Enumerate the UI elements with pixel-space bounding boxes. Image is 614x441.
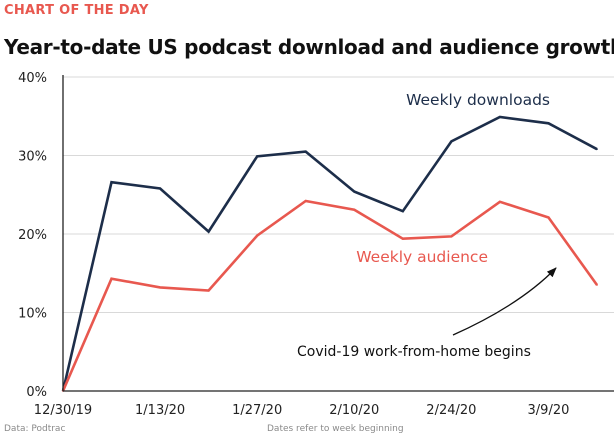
data-point-audience	[207, 289, 210, 292]
data-point-audience	[547, 216, 550, 219]
x-tick-label: 1/27/20	[232, 403, 282, 418]
data-point-audience	[256, 234, 258, 237]
y-tick-label: 40%	[18, 71, 47, 86]
data-point-audience	[304, 200, 307, 202]
x-tick-label: 2/10/20	[329, 403, 379, 418]
data-point-audience	[353, 208, 356, 211]
y-tick-label: 30%	[18, 150, 47, 165]
data-point-downloads	[353, 190, 356, 193]
axes: 0% 10% 20% 30% 40% 12/30/19 1/13/20 1/27/20 2/10…	[18, 71, 614, 418]
x-tick-label: 3/9/20	[528, 403, 570, 418]
x-tick-label: 2/24/20	[426, 403, 476, 418]
data-point-downloads	[596, 148, 598, 151]
data-point-downloads	[207, 230, 210, 233]
x-tick-label: 1/13/20	[135, 403, 185, 418]
data-point-audience	[499, 201, 501, 203]
data-point-audience	[402, 237, 404, 240]
data-point-downloads	[402, 210, 404, 213]
label-weekly-audience: Weekly audience	[356, 248, 488, 266]
date-note: Dates refer to week beginning	[267, 424, 404, 434]
data-point-downloads	[159, 187, 161, 190]
data-point-audience	[450, 235, 453, 238]
data-point-downloads	[450, 140, 453, 143]
data-point-downloads	[110, 181, 113, 183]
label-weekly-downloads: Weekly downloads	[406, 91, 550, 109]
x-tick-label: 12/30/19	[34, 403, 92, 418]
data-point-audience	[159, 286, 161, 289]
gridlines	[63, 76, 614, 313]
kicker-label: CHART OF THE DAY	[4, 3, 149, 18]
series-line-audience	[61, 199, 599, 392]
data-point-audience	[110, 277, 113, 280]
y-tick-label: 0%	[26, 385, 47, 400]
series-lines	[61, 115, 599, 392]
data-point-downloads	[256, 155, 258, 158]
y-tick-label: 10%	[18, 307, 47, 322]
data-point-audience	[596, 284, 598, 286]
data-point-downloads	[547, 122, 550, 125]
y-tick-label: 20%	[18, 228, 47, 243]
annotation-text: Covid-19 work-from-home begins	[297, 344, 531, 360]
series-line-downloads	[61, 115, 598, 392]
data-point-downloads	[304, 150, 307, 153]
source-note: Data: Podtrac	[4, 424, 66, 434]
annotation-arrow	[452, 267, 557, 336]
data-point-downloads	[499, 116, 501, 118]
chart-title: Year-to-date US podcast download and aud…	[4, 35, 614, 59]
